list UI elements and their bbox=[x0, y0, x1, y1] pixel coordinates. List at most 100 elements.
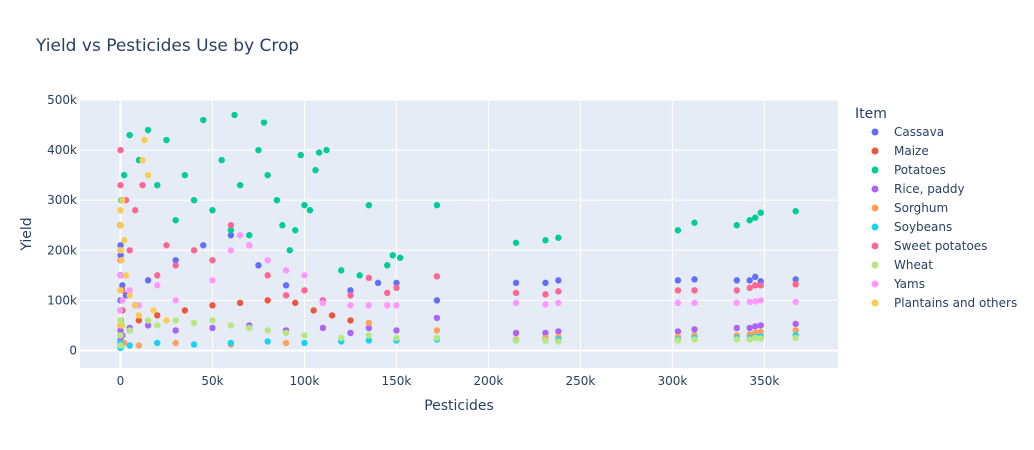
legend-label: Potatoes bbox=[894, 163, 946, 177]
data-point bbox=[746, 277, 753, 284]
data-point bbox=[282, 282, 290, 289]
legend-label: Sorghum bbox=[894, 201, 948, 215]
grid-lines bbox=[80, 99, 838, 368]
data-point bbox=[227, 232, 235, 239]
data-point bbox=[365, 319, 373, 327]
data-point bbox=[200, 242, 207, 249]
legend-item[interactable]: Maize bbox=[871, 144, 929, 158]
data-point bbox=[282, 292, 290, 299]
legend-item[interactable]: Wheat bbox=[871, 258, 934, 272]
data-point bbox=[389, 252, 396, 259]
legend-marker bbox=[871, 261, 879, 269]
data-point bbox=[209, 302, 216, 309]
data-point bbox=[733, 277, 741, 284]
data-point bbox=[674, 277, 682, 284]
data-point bbox=[542, 279, 549, 287]
data-point bbox=[190, 247, 198, 254]
plot-area bbox=[80, 100, 838, 368]
data-point bbox=[255, 262, 262, 269]
y-tick-label: 300k bbox=[47, 193, 77, 207]
legend-marker bbox=[871, 128, 879, 136]
x-tick-label: 200k bbox=[474, 374, 504, 388]
data-point bbox=[393, 279, 400, 287]
data-point bbox=[255, 146, 262, 154]
data-point bbox=[752, 282, 759, 289]
x-axis-title: Pesticides bbox=[424, 398, 494, 414]
data-point bbox=[691, 326, 698, 333]
data-point bbox=[264, 327, 271, 334]
data-point bbox=[792, 320, 799, 328]
data-point bbox=[746, 284, 753, 292]
data-point bbox=[172, 217, 179, 224]
data-point bbox=[674, 337, 682, 344]
data-point bbox=[792, 281, 799, 288]
legend-item[interactable]: Rice, paddy bbox=[871, 182, 965, 196]
legend-item[interactable]: Cassava bbox=[871, 125, 945, 139]
data-point bbox=[163, 136, 170, 144]
data-point bbox=[172, 317, 179, 324]
data-point bbox=[752, 214, 759, 221]
data-point bbox=[752, 273, 759, 281]
data-point bbox=[227, 322, 235, 329]
data-point bbox=[319, 324, 327, 332]
series-rice-paddy bbox=[117, 314, 799, 344]
data-point bbox=[315, 149, 323, 156]
data-point bbox=[117, 207, 124, 214]
data-point bbox=[757, 328, 764, 336]
data-point bbox=[190, 319, 198, 327]
data-point bbox=[120, 237, 128, 244]
legend-label: Maize bbox=[894, 144, 929, 158]
legend-item[interactable]: Yams bbox=[871, 277, 925, 291]
data-point bbox=[757, 282, 764, 289]
data-point bbox=[512, 329, 520, 337]
data-point bbox=[273, 196, 281, 204]
data-point bbox=[135, 317, 143, 324]
data-point bbox=[144, 322, 152, 329]
data-point bbox=[117, 342, 124, 349]
data-point bbox=[691, 276, 698, 283]
data-point bbox=[190, 341, 198, 348]
legend-item[interactable]: Potatoes bbox=[871, 163, 946, 177]
data-point bbox=[733, 324, 741, 332]
data-point bbox=[691, 219, 698, 226]
data-point bbox=[338, 334, 345, 342]
x-axis-ticks: 0 50k 100k 150k 200k 250k 300k 350k bbox=[117, 374, 780, 388]
data-points bbox=[117, 111, 799, 352]
data-point bbox=[365, 332, 373, 339]
data-point bbox=[117, 287, 124, 294]
data-point bbox=[733, 222, 741, 229]
data-point bbox=[674, 287, 682, 294]
legend-item[interactable]: Sweet potatoes bbox=[871, 239, 988, 253]
data-point bbox=[126, 247, 133, 254]
legend-marker bbox=[871, 166, 879, 174]
x-tick-label: 150k bbox=[382, 374, 412, 388]
data-point bbox=[141, 136, 148, 144]
data-point bbox=[542, 337, 549, 344]
data-point bbox=[154, 181, 161, 189]
data-point bbox=[135, 342, 143, 349]
data-point bbox=[126, 292, 133, 299]
data-point bbox=[135, 312, 143, 319]
data-point bbox=[118, 257, 125, 264]
data-point bbox=[433, 297, 441, 304]
legend-marker bbox=[871, 223, 879, 231]
legend-item[interactable]: Plantains and others bbox=[871, 296, 1018, 310]
data-point bbox=[384, 289, 391, 297]
data-point bbox=[117, 242, 124, 249]
legend-item[interactable]: Soybeans bbox=[871, 220, 953, 234]
data-point bbox=[218, 156, 225, 164]
data-point bbox=[119, 282, 126, 289]
data-point bbox=[131, 207, 139, 214]
y-tick-label: 0 bbox=[69, 343, 77, 357]
data-point bbox=[126, 327, 133, 334]
legend-label: Wheat bbox=[894, 258, 933, 272]
data-point bbox=[126, 287, 133, 294]
data-point bbox=[365, 302, 373, 309]
legend-item[interactable]: Sorghum bbox=[871, 201, 949, 215]
data-point bbox=[163, 317, 170, 324]
data-point bbox=[131, 302, 139, 309]
data-point bbox=[301, 332, 308, 339]
data-point bbox=[512, 279, 520, 287]
data-point bbox=[542, 301, 549, 308]
data-point bbox=[792, 298, 799, 306]
